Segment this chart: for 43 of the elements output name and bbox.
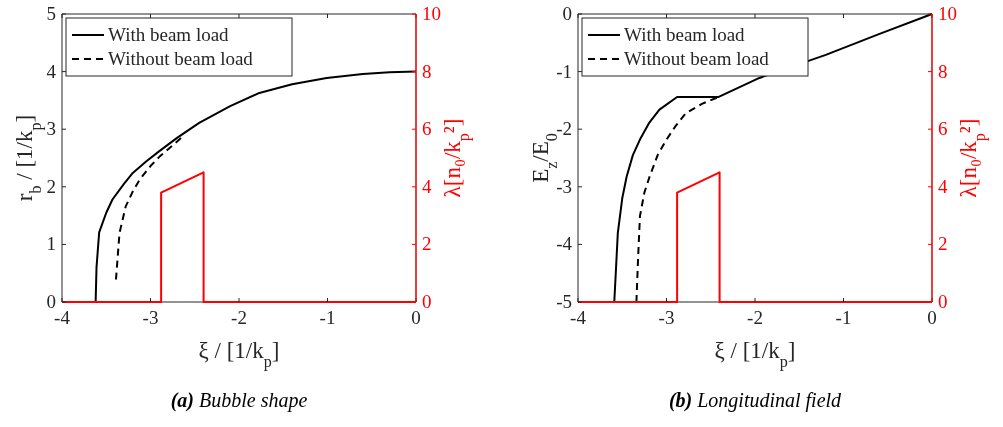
x-axis-title: ξ / [1/k$_{p}$]: [198, 338, 280, 371]
y-tick-label: 1: [46, 233, 56, 255]
legend-label: Without beam load: [108, 48, 254, 69]
text: (a) Bubble shape: [170, 389, 308, 412]
y2-tick-label: 2: [422, 233, 432, 255]
line-series: [94, 70, 417, 303]
y2-tick-label: 6: [422, 118, 432, 140]
y2-tick-label: 6: [938, 118, 948, 140]
x-axis-title: ξ / [1/k$_{p}$]: [714, 338, 796, 371]
y-tick-label: 2: [46, 175, 56, 197]
y-tick-label: 0: [46, 291, 56, 312]
y-tick-label: 3: [46, 118, 56, 140]
x-tick-label: -2: [747, 307, 763, 328]
y-tick-label: -1: [556, 60, 572, 82]
legend-label: With beam load: [624, 24, 746, 45]
text: (b) Longitudinal field: [668, 389, 843, 412]
y2-tick-label: 4: [422, 175, 432, 197]
y-tick-label: 4: [46, 60, 57, 82]
x-tick-label: -1: [835, 307, 852, 328]
legend-label: Without beam load: [624, 48, 770, 69]
y2-tick-label: 4: [938, 175, 948, 197]
x-tick-label: -2: [231, 307, 247, 328]
x-tick-label: -3: [142, 307, 159, 328]
y2-tick-label: 0: [938, 291, 948, 312]
y-tick-label: -5: [556, 291, 572, 312]
y2-tick-label: 0: [422, 291, 432, 312]
y2-tick-label: 8: [422, 60, 432, 82]
x-tick-label: -4: [570, 307, 587, 328]
legend-label: With beam load: [108, 24, 230, 45]
x-tick-label: -1: [319, 307, 336, 328]
y2-tick-label: 10: [938, 3, 957, 24]
y2-tick-label: 2: [938, 233, 948, 255]
line-series: [613, 13, 933, 303]
x-tick-label: 0: [927, 307, 937, 328]
x-tick-label: -3: [658, 307, 675, 328]
y-tick-label: -3: [556, 175, 572, 197]
x-tick-label: 0: [411, 307, 421, 328]
y-tick-label: 5: [46, 3, 56, 24]
y-tick-label: -2: [556, 118, 572, 140]
y-tick-label: 0: [562, 3, 572, 24]
y-tick-label: -4: [556, 233, 573, 255]
y2-tick-label: 10: [422, 3, 441, 24]
y2-tick-label: 8: [938, 60, 948, 82]
